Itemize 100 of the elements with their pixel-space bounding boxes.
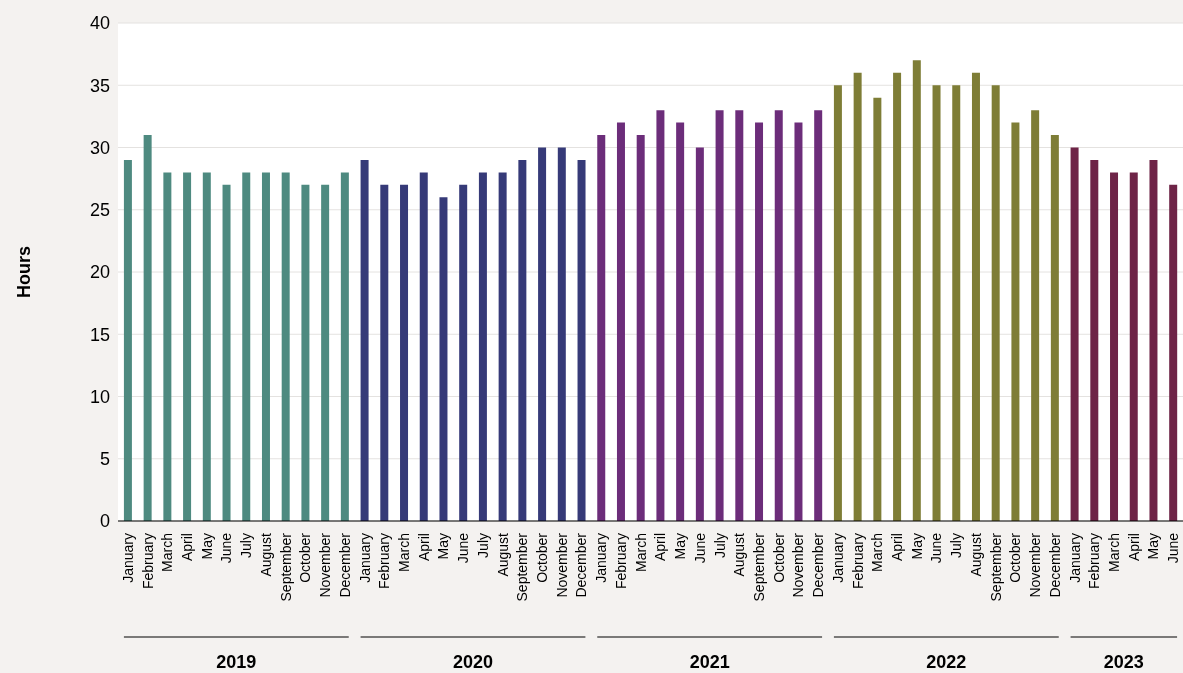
x-tick-label: November xyxy=(317,532,334,598)
x-tick-label: August xyxy=(257,532,274,577)
bar xyxy=(202,172,211,521)
text: 2022 xyxy=(926,652,967,672)
bar xyxy=(281,172,290,521)
x-tick-label: December xyxy=(336,532,353,598)
text: 2023 xyxy=(1103,652,1144,672)
x-tick-label: June xyxy=(1165,532,1182,564)
x-tick-label: May xyxy=(435,533,452,560)
text: 2019 xyxy=(216,652,257,672)
bar xyxy=(478,172,487,521)
bar xyxy=(735,110,744,521)
bar xyxy=(360,159,369,521)
bar xyxy=(261,172,270,521)
bar xyxy=(1070,147,1079,521)
bar xyxy=(380,184,389,521)
text: 2020 xyxy=(452,652,494,672)
bar xyxy=(1169,184,1178,521)
bar xyxy=(1031,110,1040,521)
bar xyxy=(912,60,921,521)
y-tick-label: 15 xyxy=(89,324,110,345)
x-tick-label: June xyxy=(691,532,708,564)
y-tick-label: 35 xyxy=(89,75,110,96)
bar xyxy=(577,159,586,521)
x-tick-label: September xyxy=(987,532,1004,602)
bar xyxy=(400,184,409,521)
x-tick-label: March xyxy=(632,533,649,572)
x-tick-label: December xyxy=(573,532,590,598)
x-tick-label: May xyxy=(1145,533,1162,560)
bar xyxy=(419,172,428,521)
x-tick-label: April xyxy=(652,533,669,562)
bar xyxy=(301,184,310,521)
x-tick-label: June xyxy=(455,532,472,564)
bar xyxy=(1149,159,1158,521)
bar xyxy=(183,172,192,521)
bar xyxy=(991,85,1000,521)
x-tick-label: May xyxy=(198,533,215,560)
x-tick-label: August xyxy=(967,532,984,577)
x-tick-label: January xyxy=(1066,533,1083,583)
y-tick-label: 0 xyxy=(99,511,110,532)
y-tick-label: 5 xyxy=(99,449,110,470)
bar xyxy=(873,97,882,521)
bar xyxy=(143,135,152,521)
y-tick-label: 10 xyxy=(89,386,110,407)
bar xyxy=(814,110,823,521)
bar xyxy=(1011,122,1020,521)
bar xyxy=(794,122,803,521)
bar xyxy=(616,122,625,521)
bar xyxy=(340,172,349,521)
x-tick-label: November xyxy=(553,532,570,598)
bar xyxy=(518,159,527,521)
bar xyxy=(459,184,468,521)
bar xyxy=(1090,159,1099,521)
bar xyxy=(242,172,251,521)
y-axis-title: Hours xyxy=(14,245,34,299)
x-tick-label: December xyxy=(1046,532,1063,598)
bar xyxy=(597,135,606,521)
bar xyxy=(755,122,764,521)
x-tick-label: April xyxy=(1125,533,1142,562)
x-tick-label: July xyxy=(948,533,965,558)
x-tick-label: June xyxy=(928,532,945,564)
bar xyxy=(557,147,566,521)
bar xyxy=(1129,172,1138,521)
bar xyxy=(695,147,704,521)
bar xyxy=(656,110,665,521)
x-tick-label: June xyxy=(218,532,235,564)
x-tick-label: October xyxy=(1007,532,1024,583)
bar xyxy=(498,172,507,521)
x-tick-label: May xyxy=(672,533,689,560)
bar xyxy=(853,72,862,521)
bar xyxy=(163,172,172,521)
y-tick-label: 20 xyxy=(89,262,110,283)
x-tick-label: November xyxy=(1027,532,1044,598)
bar xyxy=(971,72,980,521)
x-tick-label: July xyxy=(238,533,255,558)
x-tick-label: March xyxy=(395,533,412,572)
x-tick-label: January xyxy=(593,533,610,583)
y-tick-label: 25 xyxy=(89,200,110,221)
x-tick-label: March xyxy=(159,533,176,572)
x-tick-label: January xyxy=(119,533,136,583)
x-tick-label: April xyxy=(889,533,906,562)
x-tick-label: October xyxy=(770,532,787,583)
bar xyxy=(1050,135,1059,521)
x-tick-label: March xyxy=(869,533,886,572)
bar xyxy=(321,184,330,521)
x-tick-label: November xyxy=(790,532,807,598)
bar xyxy=(833,85,842,521)
x-tick-label: April xyxy=(415,533,432,562)
x-tick-label: February xyxy=(612,533,629,590)
bar xyxy=(774,110,783,521)
bar xyxy=(893,72,902,521)
y-tick-label: 30 xyxy=(89,137,110,158)
x-tick-label: January xyxy=(829,533,846,583)
text: 2021 xyxy=(689,652,730,672)
y-tick-label: 40 xyxy=(89,13,110,34)
bar xyxy=(932,85,941,521)
x-tick-label: August xyxy=(494,532,511,577)
x-tick-label: December xyxy=(810,532,827,598)
bar xyxy=(439,197,448,521)
x-tick-label: July xyxy=(711,533,728,558)
